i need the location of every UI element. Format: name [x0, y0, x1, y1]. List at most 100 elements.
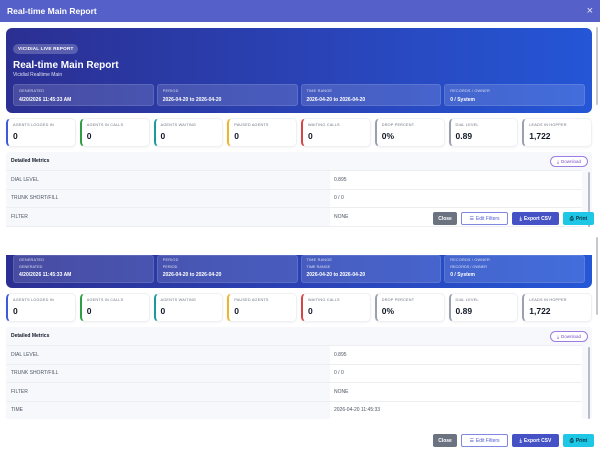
export-csv-button[interactable]: ⤓ Export CSV: [512, 434, 559, 447]
edit-filters-button[interactable]: ☰ Edit Filters: [461, 434, 508, 447]
export-csv-button[interactable]: ⤓ Export CSV: [512, 212, 559, 225]
edit-filters-label: Edit Filters: [475, 437, 500, 444]
meta-label: TIME RANGE: [306, 265, 331, 269]
metrics-table: DIAL LEVEL 0.895 TRUNK SHORT/FILL 0 / 0 FI…: [6, 170, 590, 227]
meta-generated: GENERATED 4/20/2026 11:45:33 AM: [13, 84, 154, 106]
modal-scrollbar[interactable]: [596, 237, 598, 315]
meta-label: PERIOD: [162, 258, 179, 262]
metric-value: 2026-04-20 11:45:33: [330, 401, 582, 419]
stat-label: AGENTS IN CALLS: [86, 298, 124, 302]
stat-label: DROP PERCENT: [381, 298, 415, 302]
stat-value: 1,722: [529, 131, 551, 141]
meta-value: 2026-04-20 to 2026-04-20: [306, 272, 366, 278]
edit-filters-label: Edit Filters: [475, 215, 500, 222]
table-row: TRUNK SHORT/FILL 0 / 0: [6, 188, 582, 207]
meta-records-owner: RECORDS / OWNER 0 / System: [444, 84, 585, 106]
metrics-header: Detailed Metrics ⤓ Download: [6, 327, 592, 345]
report-title: Real-time Main Report: [13, 60, 119, 71]
download-icon: ⤓: [519, 215, 522, 222]
print-icon: ⎙: [569, 437, 574, 444]
download-button[interactable]: ⤓ Download: [549, 155, 588, 167]
stat-value: 0: [308, 306, 313, 316]
stat-label: PAUSED AGENTS: [234, 298, 269, 302]
stat-agents-in-calls: AGENTS IN CALLS 0: [79, 293, 150, 322]
meta-label: PERIOD: [162, 89, 179, 93]
metric-value: 0.895: [330, 346, 582, 364]
modal-scrollbar[interactable]: [596, 27, 598, 105]
meta-row: GENERATED GENERATED 4/20/2026 11:45:33 A…: [13, 255, 585, 283]
close-button[interactable]: Close: [433, 434, 457, 447]
meta-label: GENERATED: [19, 258, 45, 262]
stat-leads-in-hopper: LEADS IN HOPPER 1,722: [522, 293, 592, 322]
stat-waiting-calls: WAITING CALLS 0: [301, 118, 371, 147]
stat-value: 0: [13, 306, 18, 316]
stat-label: LEADS IN HOPPER: [529, 123, 567, 127]
meta-value: 4/20/2026 11:45:33 AM: [19, 97, 72, 103]
stat-label: WAITING CALLS: [308, 298, 340, 302]
download-button[interactable]: ⤓ Download: [549, 330, 588, 342]
modal-footer: Close ☰ Edit Filters ⤓ Export CSV ⎙ Print: [433, 434, 594, 447]
meta-generated: GENERATED GENERATED 4/20/2026 11:45:33 A…: [13, 255, 154, 283]
table-scrollbar[interactable]: [588, 347, 590, 419]
print-label: Print: [575, 437, 588, 444]
filter-icon: ☰: [469, 437, 474, 444]
close-button[interactable]: Close: [433, 212, 457, 225]
detailed-metrics: Detailed Metrics ⤓ Download DIAL LEVEL 0.…: [6, 327, 592, 419]
download-icon: ⤓: [519, 437, 522, 444]
modal-footer: Close ☰ Edit Filters ⤓ Export CSV ⎙ Print: [433, 212, 594, 225]
meta-value: 0 / System: [450, 272, 475, 278]
close-icon[interactable]: ×: [586, 4, 593, 17]
report-hero: VICIDIAL LIVE REPORT Real-time Main Repo…: [6, 28, 592, 113]
table-row: FILTER NONE: [6, 382, 582, 401]
table-scrollbar[interactable]: [588, 172, 590, 227]
metric-key: TRUNK SHORT/FILL: [6, 189, 330, 207]
stat-agents-logged-in: AGENTS LOGGED IN 0: [6, 118, 76, 147]
metric-key: TRUNK SHORT/FILL: [6, 364, 330, 382]
stat-value: 0: [160, 306, 166, 316]
meta-label: TIME RANGE: [306, 89, 333, 93]
meta-label: RECORDS / OWNER: [450, 265, 487, 269]
stat-dial-level: DIAL LEVEL 0.89: [448, 118, 519, 147]
print-icon: ⎙: [569, 215, 574, 222]
stat-value: 0: [86, 131, 92, 141]
print-button[interactable]: ⎙ Print: [563, 212, 594, 225]
modal-title: Real-time Main Report: [7, 6, 97, 16]
stat-value: 1,722: [529, 306, 551, 316]
metric-value: 0 / 0: [330, 189, 582, 207]
meta-value: 0 / System: [450, 97, 475, 103]
report-hero-partial: GENERATED GENERATED 4/20/2026 11:45:33 A…: [6, 255, 592, 288]
stat-value: 0: [234, 131, 239, 141]
metric-value: NONE: [330, 383, 582, 401]
download-icon: ⤓: [556, 333, 559, 339]
download-icon: ⤓: [556, 158, 559, 164]
stat-value: 0.89: [455, 131, 473, 141]
metric-key: DIAL LEVEL: [6, 171, 330, 189]
stat-paused-agents: PAUSED AGENTS 0: [227, 118, 297, 147]
stat-agents-in-calls: AGENTS IN CALLS 0: [79, 118, 150, 147]
metrics-table: DIAL LEVEL 0.895 TRUNK SHORT/FILL 0 / 0 FI…: [6, 345, 590, 419]
stat-value: 0: [234, 306, 239, 316]
stats-row: AGENTS LOGGED IN 0 AGENTS IN CALLS 0 AGENT…: [6, 293, 592, 322]
stat-value: 0%: [381, 306, 395, 316]
print-button[interactable]: ⎙ Print: [563, 434, 594, 447]
metric-value: 0.895: [330, 171, 582, 189]
metric-value: 0 / 0: [330, 364, 582, 382]
live-report-badge: VICIDIAL LIVE REPORT: [13, 43, 79, 54]
stat-label: WAITING CALLS: [308, 123, 340, 127]
stat-agents-waiting: AGENTS WAITING 0: [153, 293, 224, 322]
table-row: TRUNK SHORT/FILL 0 / 0: [6, 363, 582, 382]
report-subtitle: Vicidial Realtime Main: [13, 72, 63, 78]
stat-waiting-calls: WAITING CALLS 0: [301, 293, 371, 322]
stat-value: 0: [160, 131, 166, 141]
meta-time-range: TIME RANGE TIME RANGE 2026-04-20 to 2026…: [300, 255, 442, 283]
stat-label: DIAL LEVEL: [455, 123, 479, 127]
meta-row: GENERATED 4/20/2026 11:45:33 AM PERIOD 2…: [13, 84, 585, 106]
meta-label: GENERATED: [19, 265, 43, 269]
table-row: DIAL LEVEL 0.895: [6, 345, 582, 364]
meta-label: RECORDS / OWNER: [450, 258, 490, 262]
stats-row: AGENTS LOGGED IN 0 AGENTS IN CALLS 0 AGENT…: [6, 118, 592, 147]
metrics-title: Detailed Metrics: [11, 158, 50, 164]
edit-filters-button[interactable]: ☰ Edit Filters: [461, 212, 508, 225]
stat-label: AGENTS LOGGED IN: [13, 298, 54, 302]
